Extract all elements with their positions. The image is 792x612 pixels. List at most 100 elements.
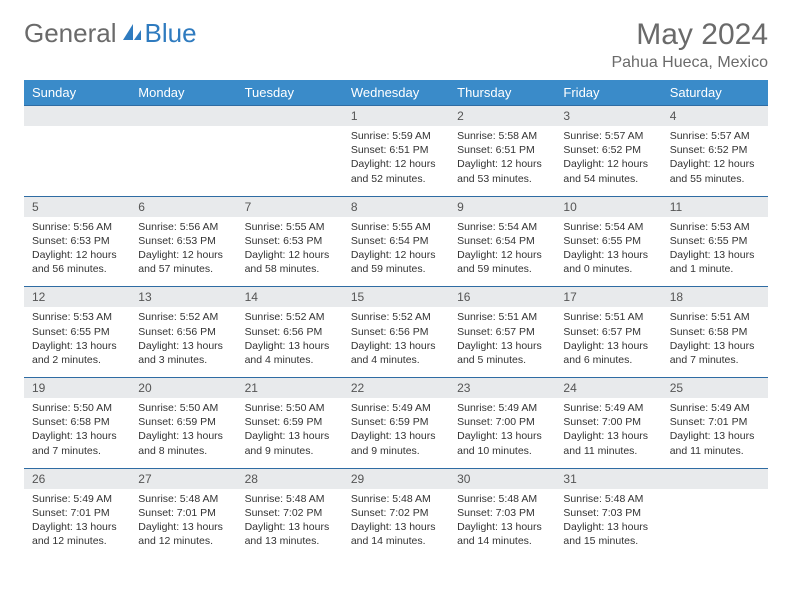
date-band-row: 12131415161718 [24,287,768,308]
day-content-cell: Sunrise: 5:49 AMSunset: 7:01 PMDaylight:… [662,398,768,468]
day-content-cell: Sunrise: 5:54 AMSunset: 6:54 PMDaylight:… [449,217,555,287]
sunset-text: Sunset: 6:55 PM [32,325,122,339]
daylight-text: Daylight: 12 hours and 58 minutes. [245,248,335,276]
date-cell: 15 [343,287,449,308]
sunrise-text: Sunrise: 5:57 AM [670,129,760,143]
daylight-text: Daylight: 12 hours and 56 minutes. [32,248,122,276]
date-cell: 16 [449,287,555,308]
daylight-text: Daylight: 13 hours and 9 minutes. [245,429,335,457]
day-content-cell: Sunrise: 5:52 AMSunset: 6:56 PMDaylight:… [237,307,343,377]
day-content-cell: Sunrise: 5:49 AMSunset: 7:00 PMDaylight:… [555,398,661,468]
sunset-text: Sunset: 6:55 PM [670,234,760,248]
day-content-cell: Sunrise: 5:55 AMSunset: 6:54 PMDaylight:… [343,217,449,287]
sunset-text: Sunset: 6:59 PM [245,415,335,429]
daylight-text: Daylight: 13 hours and 0 minutes. [563,248,653,276]
sunset-text: Sunset: 6:52 PM [563,143,653,157]
sunset-text: Sunset: 6:55 PM [563,234,653,248]
daylight-text: Daylight: 13 hours and 13 minutes. [245,520,335,548]
date-cell: 29 [343,468,449,489]
weekday-header: Monday [130,80,236,106]
sunset-text: Sunset: 6:54 PM [457,234,547,248]
sunset-text: Sunset: 7:01 PM [670,415,760,429]
logo-sail-icon [121,22,143,47]
sunset-text: Sunset: 6:59 PM [138,415,228,429]
weekday-header: Thursday [449,80,555,106]
day-content-cell: Sunrise: 5:52 AMSunset: 6:56 PMDaylight:… [343,307,449,377]
date-cell: 31 [555,468,661,489]
day-content-cell: Sunrise: 5:51 AMSunset: 6:57 PMDaylight:… [555,307,661,377]
sunrise-text: Sunrise: 5:48 AM [457,492,547,506]
daylight-text: Daylight: 13 hours and 5 minutes. [457,339,547,367]
sunrise-text: Sunrise: 5:59 AM [351,129,441,143]
day-content-cell: Sunrise: 5:57 AMSunset: 6:52 PMDaylight:… [662,126,768,196]
daylight-text: Daylight: 13 hours and 12 minutes. [32,520,122,548]
date-cell: 26 [24,468,130,489]
daylight-text: Daylight: 13 hours and 7 minutes. [670,339,760,367]
sunrise-text: Sunrise: 5:49 AM [457,401,547,415]
sunset-text: Sunset: 6:51 PM [457,143,547,157]
day-content-cell: Sunrise: 5:50 AMSunset: 6:58 PMDaylight:… [24,398,130,468]
sunset-text: Sunset: 7:01 PM [138,506,228,520]
daylight-text: Daylight: 12 hours and 53 minutes. [457,157,547,185]
sunrise-text: Sunrise: 5:49 AM [32,492,122,506]
day-content-cell: Sunrise: 5:50 AMSunset: 6:59 PMDaylight:… [237,398,343,468]
daylight-text: Daylight: 13 hours and 8 minutes. [138,429,228,457]
content-row: Sunrise: 5:59 AMSunset: 6:51 PMDaylight:… [24,126,768,196]
sunrise-text: Sunrise: 5:56 AM [32,220,122,234]
day-content-cell [237,126,343,196]
sunrise-text: Sunrise: 5:53 AM [670,220,760,234]
sunset-text: Sunset: 7:00 PM [457,415,547,429]
sunrise-text: Sunrise: 5:52 AM [138,310,228,324]
content-row: Sunrise: 5:56 AMSunset: 6:53 PMDaylight:… [24,217,768,287]
daylight-text: Daylight: 12 hours and 52 minutes. [351,157,441,185]
date-cell: 6 [130,196,236,217]
sunset-text: Sunset: 6:56 PM [351,325,441,339]
sunrise-text: Sunrise: 5:54 AM [457,220,547,234]
date-cell: 10 [555,196,661,217]
weekday-header: Sunday [24,80,130,106]
daylight-text: Daylight: 13 hours and 1 minute. [670,248,760,276]
logo: General Blue [24,18,197,49]
daylight-text: Daylight: 13 hours and 2 minutes. [32,339,122,367]
date-cell: 30 [449,468,555,489]
daylight-text: Daylight: 13 hours and 4 minutes. [351,339,441,367]
day-content-cell: Sunrise: 5:59 AMSunset: 6:51 PMDaylight:… [343,126,449,196]
date-cell: 17 [555,287,661,308]
date-cell: 22 [343,378,449,399]
date-cell: 9 [449,196,555,217]
content-row: Sunrise: 5:53 AMSunset: 6:55 PMDaylight:… [24,307,768,377]
sunset-text: Sunset: 6:57 PM [457,325,547,339]
sunset-text: Sunset: 7:03 PM [457,506,547,520]
daylight-text: Daylight: 13 hours and 15 minutes. [563,520,653,548]
date-cell: 5 [24,196,130,217]
sunrise-text: Sunrise: 5:55 AM [245,220,335,234]
weekday-header: Wednesday [343,80,449,106]
sunrise-text: Sunrise: 5:50 AM [245,401,335,415]
daylight-text: Daylight: 13 hours and 14 minutes. [457,520,547,548]
date-cell: 8 [343,196,449,217]
logo-text-general: General [24,18,117,49]
sunrise-text: Sunrise: 5:51 AM [457,310,547,324]
day-content-cell: Sunrise: 5:58 AMSunset: 6:51 PMDaylight:… [449,126,555,196]
day-content-cell: Sunrise: 5:48 AMSunset: 7:01 PMDaylight:… [130,489,236,559]
daylight-text: Daylight: 13 hours and 3 minutes. [138,339,228,367]
weekday-header-row: Sunday Monday Tuesday Wednesday Thursday… [24,80,768,106]
daylight-text: Daylight: 13 hours and 12 minutes. [138,520,228,548]
date-cell [662,468,768,489]
daylight-text: Daylight: 13 hours and 9 minutes. [351,429,441,457]
sunrise-text: Sunrise: 5:52 AM [351,310,441,324]
day-content-cell [24,126,130,196]
content-row: Sunrise: 5:49 AMSunset: 7:01 PMDaylight:… [24,489,768,559]
date-cell [130,106,236,127]
sunset-text: Sunset: 7:03 PM [563,506,653,520]
date-cell: 19 [24,378,130,399]
sunset-text: Sunset: 6:53 PM [245,234,335,248]
sunset-text: Sunset: 6:56 PM [138,325,228,339]
date-cell: 12 [24,287,130,308]
location: Pahua Hueca, Mexico [611,54,768,72]
sunrise-text: Sunrise: 5:51 AM [563,310,653,324]
logo-text-blue: Blue [145,18,197,49]
sunrise-text: Sunrise: 5:55 AM [351,220,441,234]
day-content-cell: Sunrise: 5:48 AMSunset: 7:03 PMDaylight:… [449,489,555,559]
date-cell: 7 [237,196,343,217]
